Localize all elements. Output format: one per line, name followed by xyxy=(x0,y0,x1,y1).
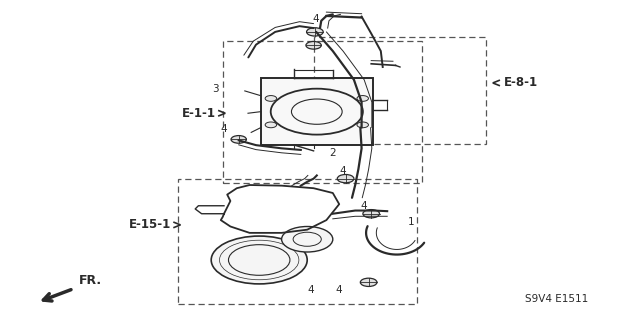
Circle shape xyxy=(282,226,333,252)
Text: E-8-1: E-8-1 xyxy=(504,77,538,89)
Circle shape xyxy=(211,236,307,284)
Circle shape xyxy=(307,28,323,36)
Text: 4: 4 xyxy=(312,14,319,24)
Text: 4: 4 xyxy=(307,285,314,295)
Text: 4: 4 xyxy=(336,285,342,295)
Bar xyxy=(314,37,486,144)
Text: 4: 4 xyxy=(221,124,227,134)
Text: 1: 1 xyxy=(408,217,414,227)
Text: 3: 3 xyxy=(212,84,219,94)
Text: FR.: FR. xyxy=(79,274,102,287)
Circle shape xyxy=(360,278,377,286)
Circle shape xyxy=(265,122,276,128)
Text: 4: 4 xyxy=(339,166,346,176)
Bar xyxy=(178,179,417,304)
Circle shape xyxy=(357,122,369,128)
Circle shape xyxy=(306,41,321,49)
Circle shape xyxy=(337,174,354,183)
Text: E-1-1: E-1-1 xyxy=(182,107,216,120)
Text: 4: 4 xyxy=(360,201,367,211)
Bar xyxy=(223,41,422,183)
Text: E-15-1: E-15-1 xyxy=(129,219,172,231)
Circle shape xyxy=(231,136,246,143)
Circle shape xyxy=(357,96,369,101)
Circle shape xyxy=(265,96,276,101)
FancyBboxPatch shape xyxy=(261,78,372,145)
Text: 2: 2 xyxy=(329,148,335,158)
Text: S9V4 E1511: S9V4 E1511 xyxy=(525,294,588,304)
Circle shape xyxy=(363,210,380,218)
